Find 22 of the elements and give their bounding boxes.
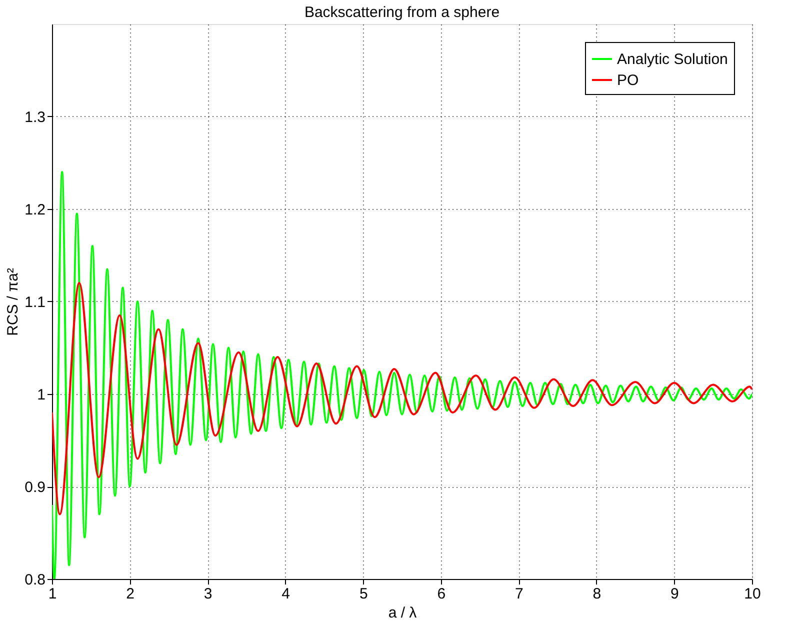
y-tick-label: 1: [37, 386, 46, 404]
x-axis-title: a / λ: [388, 604, 418, 622]
line-series: [52, 282, 752, 516]
y-tick-label: 0.8: [24, 572, 46, 588]
y-tick-label: 1.2: [24, 202, 46, 218]
y-tick-label: 1.1: [24, 294, 46, 311]
x-tick-label: 8: [592, 586, 602, 602]
legend-label: PO: [617, 72, 639, 89]
x-tick-label: 4: [282, 586, 290, 602]
x-tick-label: 5: [359, 586, 368, 602]
y-tick-label: 0.9: [24, 479, 46, 496]
x-tick-label: 2: [126, 586, 134, 602]
y-axis-title: RCS / πa²: [4, 268, 22, 336]
x-tick-label: 7: [514, 586, 524, 602]
x-tick-label: 3: [204, 586, 212, 602]
x-tick-label: 10: [744, 586, 761, 602]
legend-label: Analytic Solution: [617, 51, 728, 68]
x-tick-label: 6: [437, 586, 446, 602]
y-tick-label: 1.3: [24, 109, 46, 126]
chart-title: Backscattering from a sphere: [304, 4, 500, 21]
x-tick-label: 1: [48, 586, 57, 602]
x-tick-label: 9: [670, 586, 679, 602]
